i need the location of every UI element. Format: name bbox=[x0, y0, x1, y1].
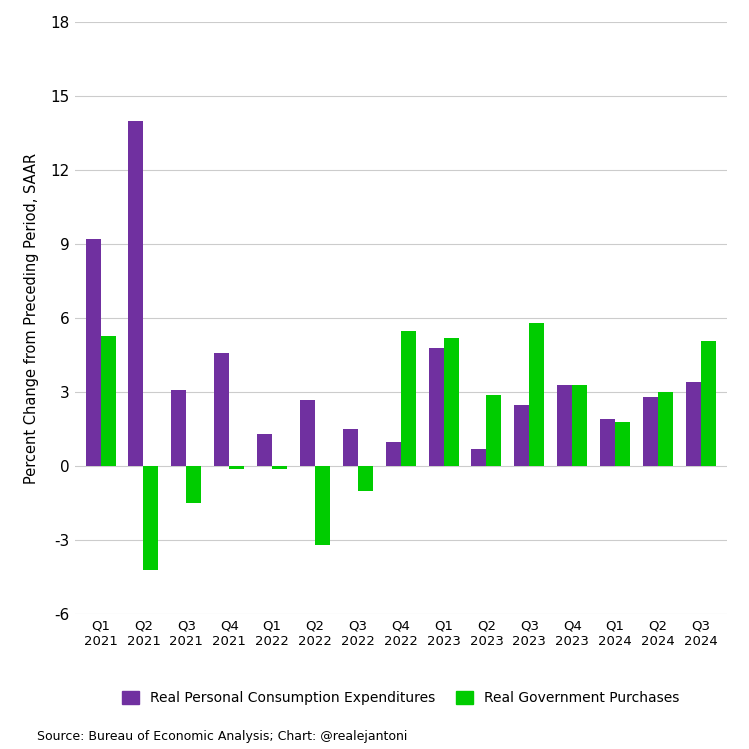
Bar bbox=[85, 240, 100, 466]
Bar bbox=[129, 121, 144, 466]
Bar bbox=[701, 341, 716, 466]
Bar bbox=[272, 466, 287, 469]
Bar bbox=[572, 385, 587, 466]
Bar bbox=[686, 383, 701, 466]
Bar bbox=[515, 404, 530, 466]
Bar bbox=[315, 466, 330, 545]
Bar bbox=[386, 442, 401, 466]
Bar bbox=[658, 392, 673, 466]
Bar bbox=[229, 466, 244, 469]
Bar bbox=[643, 397, 658, 466]
Bar bbox=[530, 324, 545, 466]
Bar bbox=[557, 385, 572, 466]
Text: Source: Bureau of Economic Analysis; Chart: @realejantoni: Source: Bureau of Economic Analysis; Cha… bbox=[37, 730, 407, 743]
Bar bbox=[401, 330, 416, 466]
Bar bbox=[100, 336, 115, 466]
Bar bbox=[187, 466, 201, 503]
Bar bbox=[300, 400, 315, 466]
Bar bbox=[358, 466, 373, 491]
Bar bbox=[443, 338, 458, 466]
Bar bbox=[343, 429, 358, 466]
Bar bbox=[471, 449, 486, 466]
Bar bbox=[600, 419, 615, 466]
Bar bbox=[172, 389, 187, 466]
Bar bbox=[214, 353, 229, 466]
Legend: Real Personal Consumption Expenditures, Real Government Purchases: Real Personal Consumption Expenditures, … bbox=[117, 685, 685, 711]
Bar bbox=[257, 434, 272, 466]
Y-axis label: Percent Change from Preceding Period, SAAR: Percent Change from Preceding Period, SA… bbox=[24, 153, 39, 484]
Bar bbox=[428, 348, 443, 466]
Bar bbox=[144, 466, 159, 570]
Bar bbox=[486, 395, 502, 466]
Bar bbox=[615, 422, 630, 466]
